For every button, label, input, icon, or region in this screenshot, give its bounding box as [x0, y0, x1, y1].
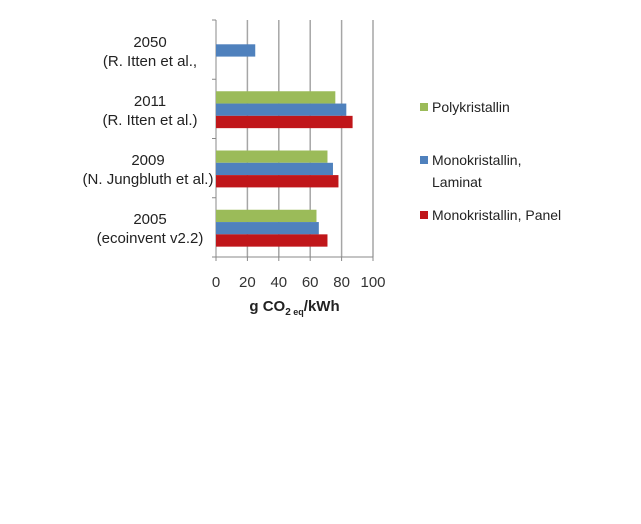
bar-polykristallin-2005 — [216, 209, 317, 223]
x-tick-label: 60 — [302, 274, 319, 291]
bar-monokristallin-laminat-2009 — [216, 162, 333, 176]
category-label-2009: 2009 (N. Jungbluth et al.) — [82, 152, 214, 188]
x-tick-label: 40 — [270, 274, 287, 291]
bar-polykristallin-2011 — [216, 91, 336, 104]
category-label-2011: 2011 (R. Itten et al.) — [102, 93, 198, 129]
legend-swatch-laminat — [420, 156, 428, 164]
legend-label-panel: Monokristallin, Panel — [432, 207, 562, 223]
legend-label-laminat: Monokristallin, Laminat — [432, 152, 522, 190]
bar-monokristallin-laminat-2011 — [216, 103, 347, 116]
x-tick-label: 0 — [212, 274, 220, 291]
bar-monokristallin-panel-2005 — [216, 234, 328, 247]
legend-label-polykristallin: Polykristallin — [432, 99, 510, 115]
category-label-2005: 2005 (ecoinvent v2.2) — [96, 211, 204, 247]
x-tick-label: 100 — [360, 274, 385, 291]
x-tick-label: 20 — [239, 274, 256, 291]
legend-swatch-panel — [420, 211, 428, 219]
bar-monokristallin-laminat-2050 — [216, 44, 256, 57]
bar-monokristallin-panel-2009 — [216, 175, 339, 188]
bar-polykristallin-2009 — [216, 150, 328, 163]
legend-swatch-polykristallin — [420, 103, 428, 111]
bar-monokristallin-panel-2011 — [216, 115, 353, 129]
bar-monokristallin-laminat-2005 — [216, 222, 319, 235]
x-axis-title: g CO2 eq/kWh — [249, 298, 340, 318]
x-tick-label: 80 — [333, 274, 350, 291]
category-label-2050: 2050 (R. Itten et al., — [102, 34, 198, 70]
